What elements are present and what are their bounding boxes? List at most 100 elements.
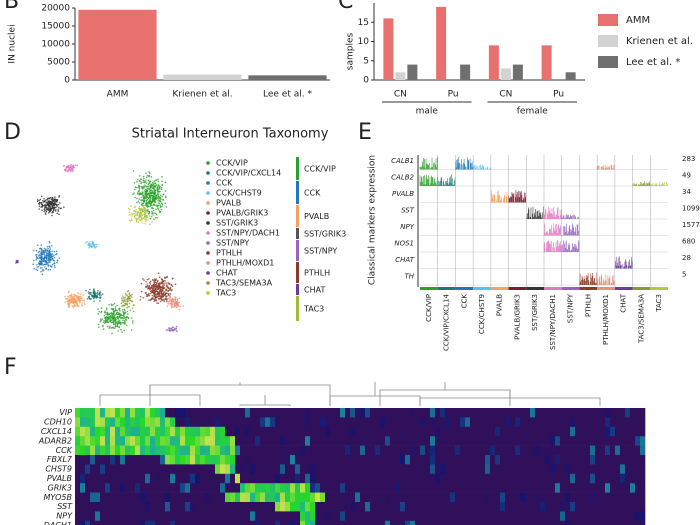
y-tick-label: 15000 [41, 22, 70, 32]
heatmap-cell [355, 492, 361, 503]
heatmap-cell [585, 436, 591, 446]
row-label: CCK [56, 446, 73, 455]
cell-dot [145, 185, 148, 188]
cell-dot [152, 209, 155, 212]
cell-dot [155, 194, 157, 197]
cell-dot [38, 247, 41, 250]
cell-dot [165, 289, 167, 291]
heatmap-cell [410, 502, 416, 512]
heatmap-cell [170, 520, 176, 525]
heatmap-cell [115, 520, 121, 525]
cell-dot [54, 201, 56, 203]
heatmap-cell [475, 436, 481, 446]
cell-dot [39, 198, 42, 201]
heatmap-cell [210, 455, 216, 465]
heatmap-cell [280, 417, 286, 428]
heatmap-cell [255, 455, 261, 465]
cell-dot [57, 203, 60, 206]
heatmap-cell [430, 483, 436, 493]
cell-dot [164, 181, 167, 184]
heatmap-cell [235, 492, 241, 503]
cell-dot [145, 200, 148, 202]
cell-dot [152, 291, 154, 294]
heatmap-cell [370, 483, 376, 493]
cell-dot [66, 170, 69, 172]
heatmap-cell [285, 473, 291, 484]
heatmap-cell [475, 511, 481, 522]
heatmap-cell [385, 502, 391, 512]
cell-dot [70, 295, 73, 297]
heatmap-cell [315, 473, 321, 484]
cell-dot [83, 299, 85, 301]
heatmap-cell [430, 473, 436, 484]
heatmap-cell [95, 464, 101, 475]
heatmap-cell [345, 511, 351, 522]
heatmap-cell [195, 483, 201, 493]
heatmap-cell [95, 473, 101, 484]
heatmap-cell [460, 483, 466, 493]
cell-dot [82, 294, 84, 296]
heatmap-cell [125, 417, 131, 428]
heatmap-cell [400, 445, 406, 456]
cell-dot [150, 202, 153, 205]
cell-dot [35, 254, 37, 256]
cell-dot [86, 298, 89, 300]
cell-dot [145, 182, 148, 184]
row-label: NOS1 [394, 240, 414, 248]
heatmap-cell [410, 473, 416, 484]
cell-dot [121, 314, 123, 317]
heatmap-cell [195, 426, 201, 437]
heatmap-cell [370, 502, 376, 512]
heatmap-cell [500, 436, 506, 446]
heatmap-cell [580, 436, 586, 446]
heatmap-cell [305, 417, 311, 428]
x-tick-label: PTHLH [584, 294, 592, 317]
heatmap-cell [400, 492, 406, 503]
cell-dot [49, 259, 52, 262]
heatmap-cell [600, 445, 606, 456]
heatmap-cell [350, 502, 356, 512]
heatmap-cell [285, 464, 291, 475]
cell-dot [136, 218, 139, 221]
heatmap-cell [180, 511, 186, 522]
heatmap-cell [430, 408, 436, 418]
heatmap-cell [435, 417, 441, 428]
heatmap-cell [110, 417, 116, 428]
cell-dot [154, 297, 157, 300]
legend-swatch [598, 35, 618, 47]
cell-dot [140, 212, 143, 215]
cell-dot [171, 326, 174, 329]
cell-dot [176, 300, 179, 303]
heatmap-cell [620, 426, 626, 437]
cell-dot [87, 296, 90, 298]
cell-dot [158, 282, 161, 284]
heatmap-cell [440, 426, 446, 437]
cell-dot [47, 203, 50, 206]
heatmap-cell [355, 445, 361, 456]
heatmap-cell [260, 502, 266, 512]
heatmap-cell [395, 492, 401, 503]
cell-dot [124, 311, 127, 314]
heatmap-cell [80, 473, 86, 484]
heatmap-cell [450, 502, 456, 512]
heatmap-cell [90, 492, 96, 503]
cell-dot [93, 245, 96, 248]
cell-dot [101, 325, 104, 328]
cell-dot [36, 266, 39, 268]
legend-label: CCK/VIP/CXCL14 [216, 169, 281, 178]
cell-dot [144, 222, 146, 225]
bar [436, 6, 447, 81]
heatmap-cell [530, 492, 536, 503]
heatmap-cell [535, 445, 541, 456]
cell-dot [119, 309, 121, 312]
cell-dot [175, 327, 178, 330]
heatmap-cell [415, 492, 421, 503]
cell-dot [130, 317, 133, 319]
heatmap-cell [330, 502, 336, 512]
heatmap-cell [275, 417, 281, 428]
cell-dot [147, 183, 150, 186]
cell-dot [41, 266, 43, 269]
heatmap-cell [125, 408, 131, 418]
heatmap-cell [160, 417, 166, 428]
cell-dot [144, 204, 146, 207]
